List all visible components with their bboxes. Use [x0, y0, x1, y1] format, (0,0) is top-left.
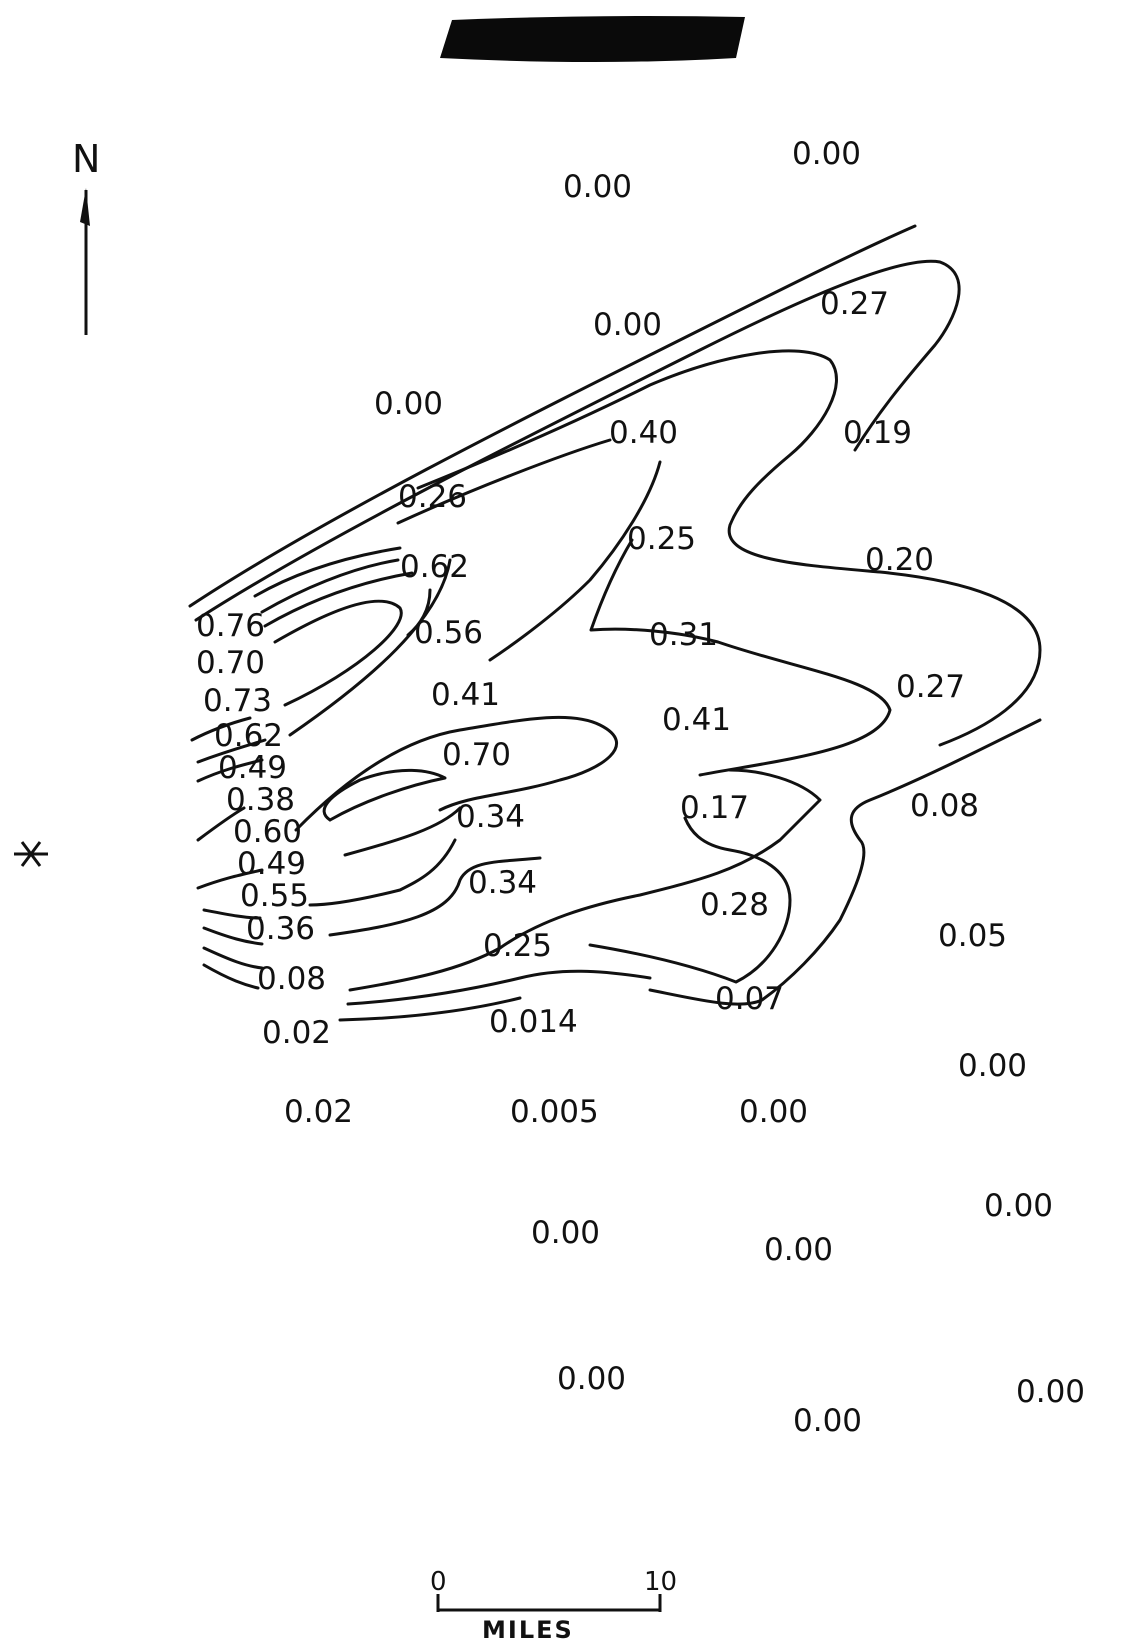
data-label: 0.00 — [793, 1403, 862, 1439]
data-label: 0.00 — [739, 1094, 808, 1130]
data-label: 0.00 — [531, 1215, 600, 1251]
data-labels: 0.00 0.00 0.27 0.00 0.00 0.40 0.19 0.26 … — [196, 136, 1085, 1439]
contour-line — [588, 816, 792, 984]
north-arrow: N — [72, 137, 100, 335]
contour-line — [260, 558, 400, 614]
contour-line — [196, 806, 246, 842]
scale-unit-label: MILES — [482, 1616, 574, 1640]
data-label: 0.62 — [400, 549, 469, 585]
contour-line — [308, 806, 462, 907]
redaction-bar — [440, 16, 745, 62]
data-label: 0.00 — [958, 1048, 1027, 1084]
contour-line — [348, 768, 822, 992]
data-label: 0.31 — [649, 617, 718, 653]
data-label: 0.49 — [218, 750, 287, 786]
scale-start-label: 0 — [430, 1567, 447, 1597]
data-label: 0.40 — [609, 415, 678, 451]
data-label: 0.00 — [792, 136, 861, 172]
contour-line — [190, 716, 252, 742]
data-label: 0.27 — [820, 286, 889, 322]
data-label: 0.28 — [700, 887, 769, 923]
data-label: 0.27 — [896, 669, 965, 705]
contour-lines — [188, 224, 1042, 1022]
data-label: 0.36 — [246, 911, 315, 947]
data-label: 0.76 — [196, 608, 265, 644]
contour-line — [196, 738, 267, 764]
contour-line — [648, 718, 1042, 1006]
data-label: 0.41 — [431, 677, 500, 713]
data-label: 0.00 — [764, 1232, 833, 1268]
data-label: 0.19 — [843, 415, 912, 451]
data-label: 0.62 — [214, 718, 283, 754]
contour-line — [263, 571, 414, 628]
data-label: 0.014 — [489, 1004, 578, 1040]
contour-line — [202, 946, 264, 970]
data-label: 0.41 — [662, 702, 731, 738]
scale-bar: 0 10 MILES — [430, 1567, 677, 1640]
contour-line — [589, 538, 892, 777]
north-arrow-head — [80, 188, 90, 226]
data-label: 0.70 — [442, 737, 511, 773]
contour-line — [202, 963, 260, 990]
asterisk-icon — [14, 841, 48, 867]
data-label: 0.25 — [483, 928, 552, 964]
data-label: 0.00 — [984, 1188, 1053, 1224]
data-label: 0.73 — [203, 683, 272, 719]
data-label: 0.08 — [910, 788, 979, 824]
contour-line — [294, 715, 618, 832]
contour-line — [202, 908, 262, 920]
data-label: 0.00 — [374, 386, 443, 422]
contour-line — [196, 868, 264, 890]
data-label: 0.34 — [456, 799, 525, 835]
data-label: 0.07 — [715, 981, 784, 1017]
contour-line — [338, 996, 522, 1022]
data-label: 0.00 — [563, 169, 632, 205]
contour-line — [202, 926, 264, 946]
data-label: 0.56 — [414, 615, 483, 651]
data-label: 0.05 — [938, 918, 1007, 954]
data-label: 0.02 — [284, 1094, 353, 1130]
contour-line — [346, 969, 652, 1006]
contour-line — [416, 349, 1042, 747]
data-label: 0.38 — [226, 782, 295, 818]
data-label: 0.70 — [196, 645, 265, 681]
data-label: 0.49 — [237, 846, 306, 882]
contour-line — [396, 438, 612, 525]
data-label: 0.34 — [468, 865, 537, 901]
data-label: 0.00 — [593, 307, 662, 343]
data-label: 0.005 — [510, 1094, 599, 1130]
scale-end-label: 10 — [644, 1567, 677, 1597]
contour-line — [322, 768, 447, 822]
contour-line — [253, 546, 402, 598]
contour-line — [288, 558, 452, 737]
data-label: 0.00 — [557, 1361, 626, 1397]
contour-line — [194, 259, 961, 622]
data-label: 0.55 — [240, 878, 309, 914]
data-label: 0.25 — [627, 521, 696, 557]
data-label: 0.60 — [233, 814, 302, 850]
data-label: 0.26 — [398, 479, 467, 515]
data-label: 0.20 — [865, 542, 934, 578]
contour-line — [188, 224, 917, 608]
contour-line — [196, 758, 264, 783]
contour-line — [328, 856, 542, 937]
contour-line — [488, 460, 662, 662]
data-label: 0.08 — [257, 961, 326, 997]
data-label: 0.00 — [1016, 1374, 1085, 1410]
north-label: N — [72, 137, 100, 181]
data-label: 0.17 — [680, 790, 749, 826]
contour-line — [273, 599, 403, 707]
data-label: 0.02 — [262, 1015, 331, 1051]
